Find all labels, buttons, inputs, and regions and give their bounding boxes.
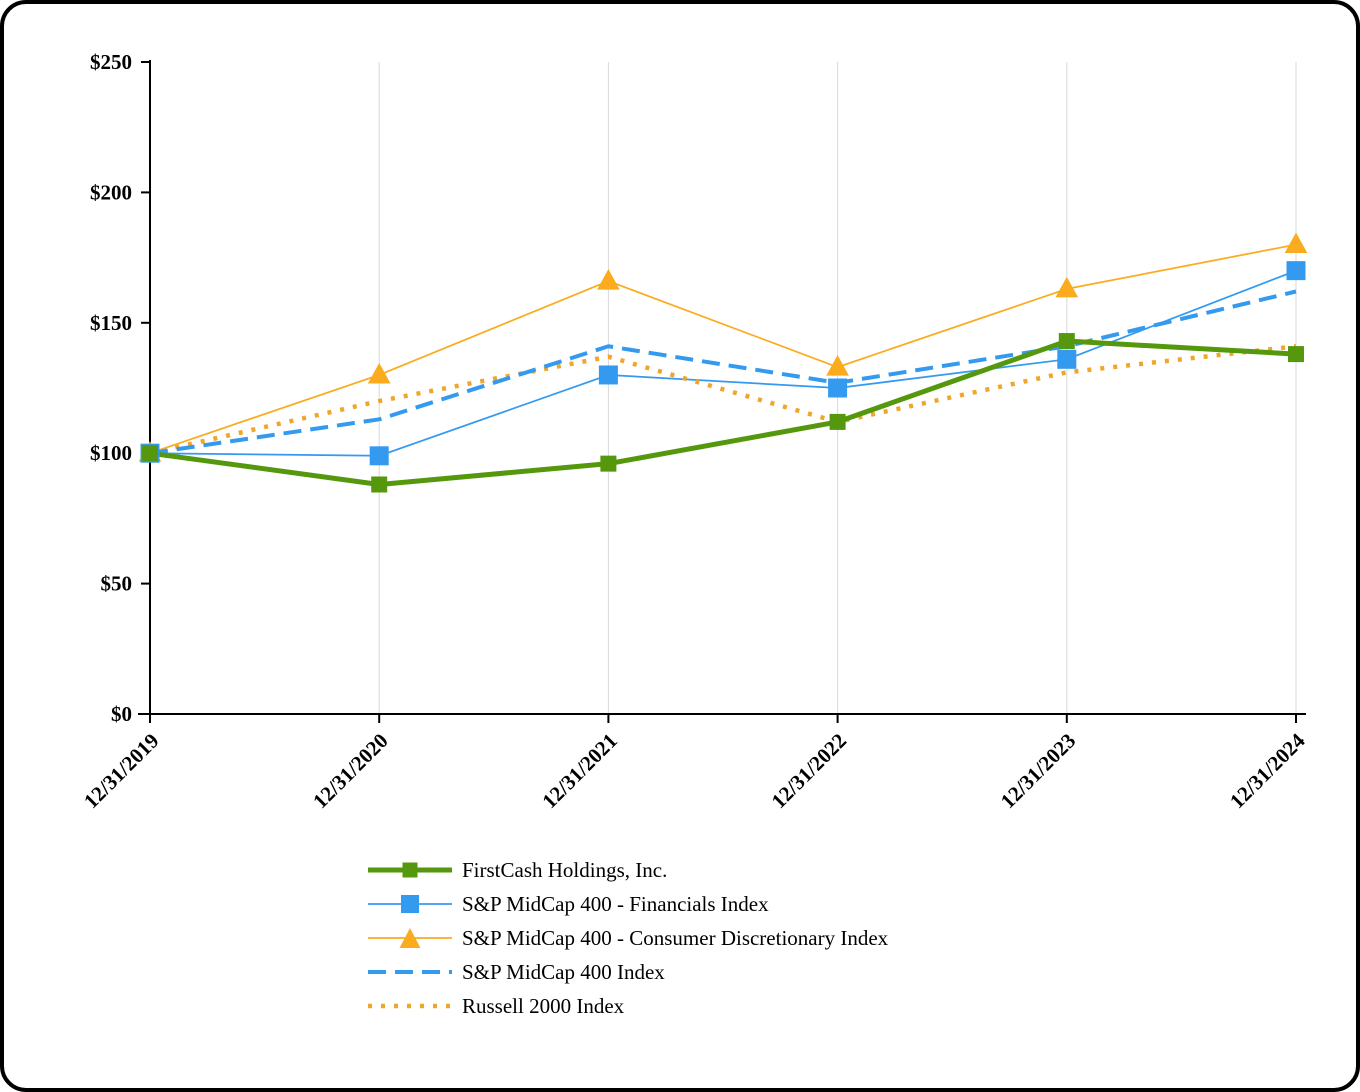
- legend-line-sample-1: [368, 895, 452, 913]
- series-line-2: [149, 243, 1297, 455]
- series-line-3: [149, 289, 1297, 456]
- performance-line-chart: $0 $50 $100 $150 $200 $250 12/31/2019 12/31/202…: [79, 50, 1310, 814]
- legend-line-sample-0: [368, 862, 452, 878]
- legend-item-1: S&P MidCap 400 - Financials Index: [367, 890, 888, 918]
- legend-line-sample-2: [368, 928, 452, 948]
- x-axis-tick-label: 12/31/2023: [996, 729, 1081, 814]
- marker-square-0: [600, 455, 617, 472]
- marker-triangle-2: [826, 355, 849, 376]
- marker-square-0: [829, 413, 846, 430]
- legend-item-3: S&P MidCap 400 Index: [367, 958, 888, 986]
- x-axis-tick-label: 12/31/2021: [537, 729, 622, 814]
- marker-square-1: [1286, 261, 1306, 281]
- legend-label-2: S&P MidCap 400 - Consumer Discretionary …: [462, 925, 889, 950]
- y-axis-tick-label: $50: [101, 572, 133, 596]
- y-axis-tick-label: $100: [90, 441, 132, 465]
- marker-triangle-2: [597, 269, 620, 290]
- x-axis-tick-label: 12/31/2024: [1225, 728, 1310, 813]
- x-axis-tick-label: 12/31/2019: [79, 729, 164, 814]
- legend-line-sample-4: [368, 1003, 452, 1009]
- legend-item-2: S&P MidCap 400 - Consumer Discretionary …: [367, 924, 888, 952]
- x-axis-tick-label: 12/31/2022: [767, 729, 852, 814]
- y-axis-tick-label: $250: [90, 50, 132, 74]
- legend-label-4: Russell 2000 Index: [462, 993, 625, 1018]
- marker-square-1: [369, 446, 389, 466]
- marker-square-0: [371, 476, 388, 493]
- x-axis-tick-label: 12/31/2020: [308, 729, 393, 814]
- legend-label-3: S&P MidCap 400 Index: [462, 959, 665, 984]
- y-axis-tick-label: $200: [90, 180, 132, 204]
- series-line-0: [149, 338, 1297, 487]
- y-axis-tick-label: $0: [111, 702, 132, 726]
- marker-square-1: [598, 365, 618, 385]
- legend-label-1: S&P MidCap 400 - Financials Index: [462, 891, 769, 916]
- legend-item-4: Russell 2000 Index: [367, 992, 888, 1020]
- marker-triangle-2: [367, 362, 391, 384]
- chart-legend: FirstCash Holdings, Inc. S&P MidCap 400 -…: [367, 856, 888, 1020]
- marker-square-1: [828, 378, 848, 398]
- marker-triangle-2: [1055, 276, 1079, 298]
- marker-square-0: [142, 445, 158, 462]
- marker-triangle-2: [1284, 232, 1308, 254]
- marker-square-0: [1058, 333, 1075, 350]
- legend-label-0: FirstCash Holdings, Inc.: [462, 857, 668, 882]
- legend-item-0: FirstCash Holdings, Inc.: [367, 856, 888, 884]
- series-line-4: [149, 344, 1297, 456]
- y-axis-tick-label: $150: [90, 311, 132, 335]
- legend-line-sample-3: [368, 970, 452, 974]
- marker-square-0: [1288, 346, 1304, 363]
- marker-square-1: [1057, 349, 1077, 369]
